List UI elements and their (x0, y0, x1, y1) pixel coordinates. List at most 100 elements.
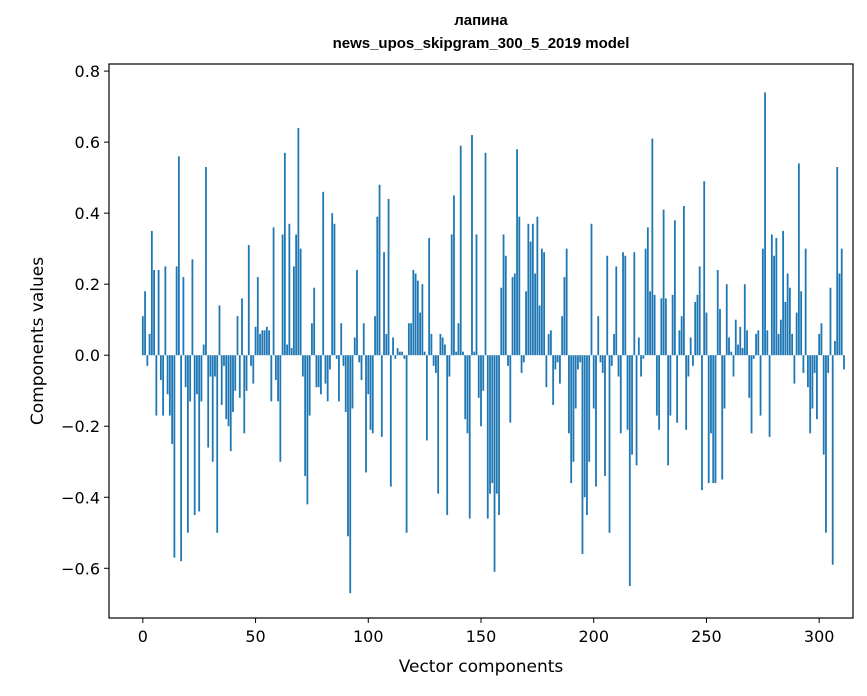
bar (376, 216, 379, 356)
bar (270, 355, 273, 402)
bar (565, 248, 568, 356)
bar (171, 355, 174, 444)
bar (486, 355, 489, 519)
bar (175, 266, 178, 356)
bar (552, 355, 555, 405)
bar (380, 355, 383, 437)
bar (157, 269, 160, 356)
bar (816, 355, 818, 420)
bar (150, 230, 153, 356)
bar (340, 323, 343, 356)
bar (389, 355, 392, 487)
bar (141, 316, 144, 356)
bar (680, 316, 683, 356)
bar (196, 355, 198, 395)
bar (304, 355, 307, 476)
bar (595, 355, 597, 487)
x-axis-ticks: 0 50 100 150 200 250 300 (138, 618, 834, 646)
bar (407, 323, 410, 356)
bar (168, 355, 171, 416)
bar (252, 355, 255, 384)
bar (286, 344, 289, 356)
bar (624, 255, 627, 356)
bar (232, 355, 234, 413)
bar (462, 351, 464, 356)
bar (732, 355, 735, 377)
bar (414, 273, 417, 356)
bar (608, 355, 611, 533)
bar (572, 355, 575, 462)
bar (556, 355, 559, 363)
bar (455, 351, 458, 356)
bar (705, 312, 708, 356)
y-tick-label: 0.4 (75, 204, 100, 223)
bar (263, 330, 266, 356)
bar (716, 269, 719, 356)
bar (295, 234, 298, 356)
bar (820, 323, 823, 356)
bar (568, 355, 570, 434)
bar (329, 355, 331, 370)
bar (676, 355, 679, 423)
bar (531, 223, 534, 356)
bar (583, 355, 586, 498)
bar (173, 355, 176, 558)
chart-title: лапина (454, 12, 508, 29)
bar (538, 305, 541, 356)
bar (748, 355, 751, 398)
bar (261, 330, 264, 356)
bar (292, 266, 295, 356)
bar (741, 348, 744, 356)
bar (207, 355, 210, 448)
bar (786, 273, 789, 356)
bar (162, 355, 165, 416)
bar (518, 216, 521, 356)
bar (281, 234, 284, 356)
bar (184, 355, 187, 388)
bar (631, 355, 633, 455)
bar (728, 337, 730, 356)
bar (475, 234, 478, 356)
bar (362, 323, 365, 356)
bar (259, 333, 261, 356)
bar (477, 355, 480, 398)
bar (834, 341, 836, 356)
bar (601, 355, 604, 373)
bar (250, 355, 252, 366)
bar (223, 355, 225, 366)
bar (807, 355, 809, 388)
bar (838, 273, 841, 356)
bar (423, 351, 426, 356)
bar (683, 206, 685, 356)
bar (491, 355, 494, 484)
bar (317, 355, 320, 388)
bar (446, 355, 449, 516)
bar (613, 333, 615, 356)
bar (694, 301, 697, 356)
bar (579, 355, 582, 363)
bars-group (141, 92, 845, 594)
bar (243, 355, 246, 434)
y-axis-label: Components values (28, 256, 48, 426)
bar (752, 355, 755, 359)
bar (606, 255, 609, 356)
bar (401, 351, 403, 356)
bar (191, 259, 194, 356)
bar (597, 316, 600, 356)
bar (367, 355, 370, 395)
bar (743, 284, 746, 356)
bar (628, 355, 631, 587)
bar (653, 294, 656, 356)
bar (658, 355, 661, 430)
bar (279, 355, 282, 462)
bar (471, 135, 473, 356)
bar (829, 287, 832, 356)
bar (770, 234, 773, 356)
bar (678, 330, 681, 356)
bar (155, 355, 158, 416)
bar (274, 355, 277, 381)
bar (448, 355, 451, 377)
bar (529, 241, 532, 356)
bar (737, 344, 739, 356)
bar (662, 209, 665, 356)
